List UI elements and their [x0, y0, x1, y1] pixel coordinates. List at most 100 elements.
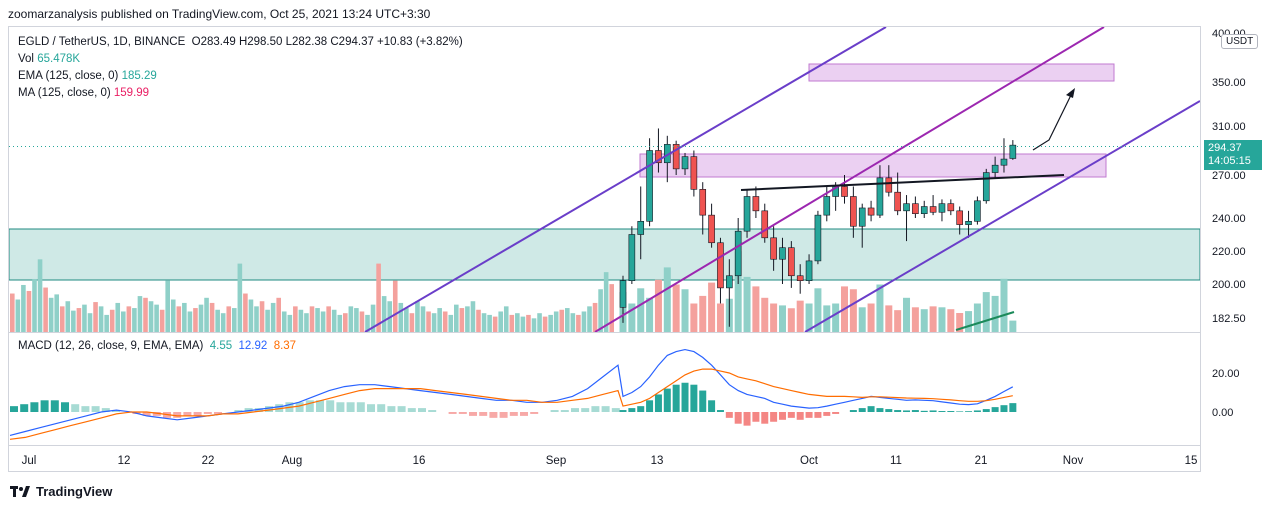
- volume-bar: [115, 302, 121, 332]
- volume-bar: [365, 314, 370, 332]
- macd-hist-bar: [885, 409, 893, 412]
- candle-body: [699, 189, 707, 216]
- target-box[interactable]: [808, 63, 1115, 82]
- volume-bar: [220, 313, 226, 332]
- macd-line[interactable]: [9, 348, 1014, 436]
- candle: [726, 259, 733, 327]
- macd-hist-bar: [203, 412, 212, 414]
- candle: [876, 165, 884, 218]
- macd-hist-bar: [81, 406, 90, 412]
- candle-body: [690, 156, 698, 190]
- volume-bar: [37, 259, 43, 332]
- macd-hist-bar: [50, 400, 59, 412]
- time-tick-label: 12: [118, 455, 131, 467]
- volume-bar: [54, 294, 59, 332]
- macd-hist-bar: [867, 406, 875, 412]
- time-axis[interactable]: Jul 12 22 Aug 16 Sep 13 Oct 11 21 Nov 15: [22, 455, 1198, 467]
- macd-hist-bar: [591, 406, 600, 412]
- macd-histogram: [10, 382, 1017, 426]
- volume-bar: [498, 311, 503, 332]
- volume-bar: [10, 293, 15, 332]
- volume-bar: [398, 302, 404, 332]
- volume-bar: [805, 303, 813, 332]
- macd-hist-bar: [193, 412, 202, 416]
- candle: [841, 175, 848, 204]
- channel-upper-line[interactable]: [364, 27, 887, 332]
- volume-bar: [576, 314, 581, 332]
- signal-line[interactable]: [9, 368, 1013, 440]
- macd-line-value: 12.92: [238, 340, 268, 352]
- ma-label[interactable]: MA (125, close, 0): [18, 87, 111, 99]
- macd-hist-bar: [346, 402, 355, 412]
- neckline[interactable]: [740, 174, 1065, 191]
- macd-hist-bar: [479, 412, 488, 416]
- volume-bar: [476, 309, 481, 332]
- candle: [929, 195, 937, 216]
- price-axis[interactable]: 182.50 200.00 220.00 240.00 270.00 310.00 350.…: [1212, 28, 1246, 325]
- volume-bar: [343, 313, 348, 332]
- volume-bar: [187, 311, 193, 332]
- time-tick-label: Oct: [800, 455, 819, 467]
- volume-bar: [137, 296, 143, 332]
- macd-axis[interactable]: 0.00 20.00: [1212, 368, 1240, 419]
- currency-badge[interactable]: USDT: [1221, 34, 1259, 49]
- volume-bar: [165, 280, 170, 332]
- ma-value: 159.99: [113, 87, 150, 99]
- support-zone[interactable]: [9, 228, 1200, 281]
- volume-bar: [298, 309, 304, 332]
- volume-bar: [515, 313, 520, 332]
- candle-body: [814, 214, 822, 262]
- macd-hist-bar: [628, 408, 636, 412]
- macd-hist-bar: [716, 410, 724, 412]
- channel-mid-line[interactable]: [594, 27, 1105, 332]
- candle: [858, 203, 866, 248]
- candle: [947, 199, 955, 216]
- volume-bar: [603, 272, 609, 332]
- volume-bar: [598, 289, 603, 332]
- volume-bar: [459, 308, 465, 332]
- macd-hist-bar: [778, 412, 786, 420]
- volume-bar: [254, 306, 259, 332]
- ema-label[interactable]: EMA (125, close, 0): [18, 70, 119, 82]
- symbol-name[interactable]: EGLD / TetherUS, 1D, BINANCE: [18, 36, 186, 48]
- candle-body: [982, 172, 990, 202]
- price-tick-label: 310.00: [1212, 121, 1246, 133]
- macd-hist-bar: [265, 406, 273, 412]
- volume-bar: [548, 314, 553, 332]
- macd-label[interactable]: MACD (12, 26, close, 9, EMA, EMA): [18, 340, 204, 352]
- volume-bar: [885, 305, 893, 332]
- volume-bar: [276, 297, 281, 332]
- volume-bar: [143, 297, 148, 332]
- price-tick-label: 182.50: [1212, 313, 1246, 325]
- volume-bar: [587, 306, 592, 332]
- macd-hist-bar: [903, 410, 911, 412]
- volume-bar: [315, 308, 320, 332]
- channel-lower-line[interactable]: [804, 100, 1200, 332]
- tradingview-logo[interactable]: TradingView: [10, 484, 112, 499]
- candle-body: [761, 210, 769, 239]
- candle: [681, 152, 689, 175]
- volume-bar: [867, 303, 875, 332]
- projection-arrow[interactable]: [1032, 90, 1074, 151]
- volume-bar: [559, 309, 565, 332]
- volume-bar: [21, 284, 26, 332]
- time-tick-label: 22: [202, 455, 215, 467]
- volume-bar: [326, 306, 331, 332]
- volume-bar: [287, 314, 293, 332]
- macd-hist-bar: [550, 410, 559, 412]
- volume-bar: [76, 308, 82, 332]
- macd-hist-bar: [581, 408, 590, 412]
- vol-label[interactable]: Vol: [18, 53, 34, 65]
- macd-hist-bar: [938, 411, 946, 412]
- candle: [965, 210, 972, 238]
- macd-hist-bar: [982, 409, 990, 412]
- volume-trend-line[interactable]: [955, 311, 1015, 331]
- candle: [1009, 140, 1017, 160]
- candle-body: [947, 203, 955, 212]
- candle: [743, 189, 751, 238]
- macd-hist-bar: [244, 408, 253, 412]
- candle: [699, 182, 707, 235]
- volume-bar: [509, 314, 515, 332]
- volume-bar: [270, 302, 276, 332]
